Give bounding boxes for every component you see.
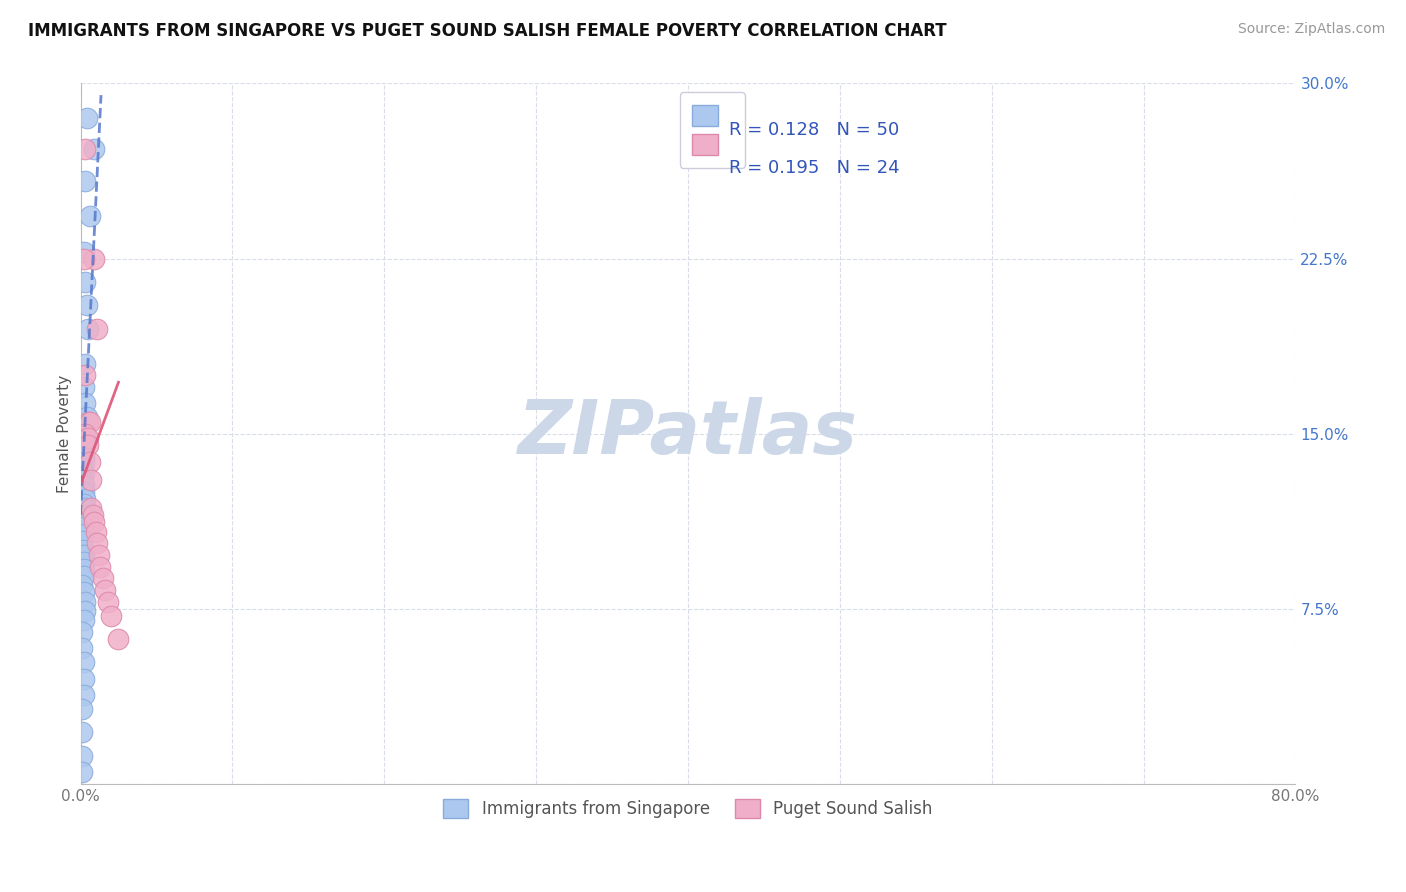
Point — [87, 548, 110, 562]
Point — [76, 112, 98, 126]
Point — [75, 142, 97, 156]
Point — [72, 454, 94, 468]
Point — [70, 473, 93, 487]
Point — [75, 396, 97, 410]
Point — [79, 415, 101, 429]
Point — [72, 548, 94, 562]
Point — [70, 625, 93, 640]
Point — [72, 562, 94, 576]
Point — [77, 415, 100, 429]
Point — [72, 520, 94, 534]
Point — [80, 501, 103, 516]
Point — [77, 431, 100, 445]
Point — [86, 321, 108, 335]
Point — [100, 608, 122, 623]
Point — [70, 725, 93, 739]
Point — [84, 524, 107, 539]
Y-axis label: Female Poverty: Female Poverty — [58, 375, 72, 492]
Text: IMMIGRANTS FROM SINGAPORE VS PUGET SOUND SALISH FEMALE POVERTY CORRELATION CHART: IMMIGRANTS FROM SINGAPORE VS PUGET SOUND… — [28, 22, 946, 40]
Point — [70, 533, 93, 548]
Text: ZIPatlas: ZIPatlas — [517, 397, 858, 470]
Point — [72, 244, 94, 259]
Point — [70, 702, 93, 716]
Point — [70, 641, 93, 656]
Point — [75, 604, 97, 618]
Text: Source: ZipAtlas.com: Source: ZipAtlas.com — [1237, 22, 1385, 37]
Point — [72, 585, 94, 599]
Point — [75, 174, 97, 188]
Point — [72, 478, 94, 492]
Point — [72, 569, 94, 583]
Point — [72, 672, 94, 686]
Point — [79, 210, 101, 224]
Point — [72, 380, 94, 394]
Point — [82, 508, 104, 523]
Point — [70, 461, 93, 475]
Point — [72, 450, 94, 464]
Point — [75, 275, 97, 289]
Point — [72, 497, 94, 511]
Point — [72, 438, 94, 452]
Point — [80, 473, 103, 487]
Point — [75, 527, 97, 541]
Point — [72, 656, 94, 670]
Text: R = 0.128   N = 50: R = 0.128 N = 50 — [730, 121, 900, 139]
Point — [75, 501, 97, 516]
Point — [75, 426, 97, 441]
Point — [72, 467, 94, 481]
Point — [72, 543, 94, 558]
Point — [75, 431, 97, 445]
Point — [83, 252, 105, 266]
Legend: Immigrants from Singapore, Puget Sound Salish: Immigrants from Singapore, Puget Sound S… — [437, 792, 939, 824]
Point — [83, 516, 105, 530]
Point — [70, 748, 93, 763]
Point — [72, 252, 94, 266]
Text: R = 0.195   N = 24: R = 0.195 N = 24 — [730, 159, 900, 177]
Point — [70, 765, 93, 780]
Point — [97, 595, 120, 609]
Point — [72, 555, 94, 569]
Point — [75, 491, 97, 506]
Point — [94, 582, 117, 597]
Point — [77, 438, 100, 452]
Point — [76, 298, 98, 312]
Point — [75, 595, 97, 609]
Point — [72, 422, 94, 436]
Point — [70, 442, 93, 457]
Point — [107, 632, 129, 646]
Point — [76, 410, 98, 425]
Point — [70, 516, 93, 530]
Point — [89, 559, 111, 574]
Point — [70, 578, 93, 592]
Point — [72, 508, 94, 523]
Point — [75, 357, 97, 371]
Point — [86, 536, 108, 550]
Point — [91, 571, 114, 585]
Point — [83, 142, 105, 156]
Point — [72, 613, 94, 627]
Point — [77, 321, 100, 335]
Point — [79, 454, 101, 468]
Point — [75, 368, 97, 383]
Point — [72, 688, 94, 702]
Point — [72, 485, 94, 500]
